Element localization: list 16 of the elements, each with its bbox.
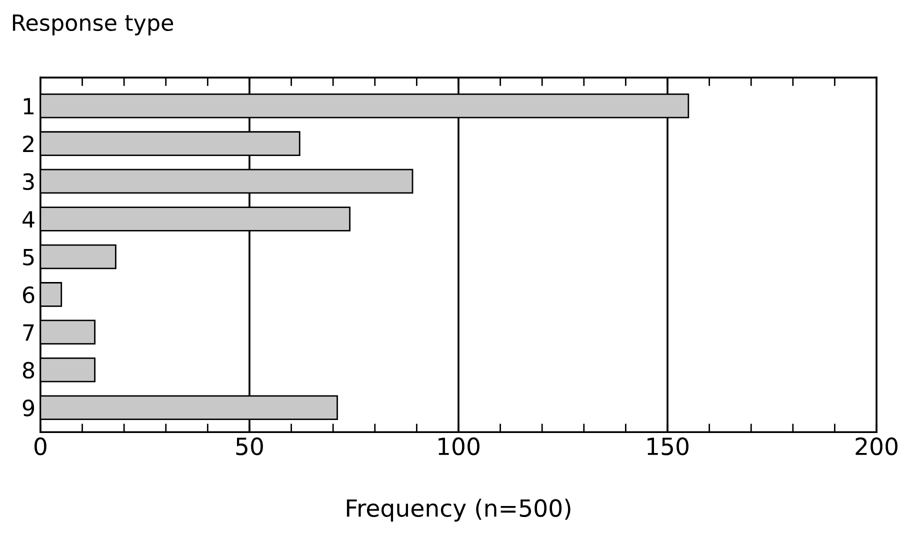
y-tick-label: 8 (22, 362, 34, 379)
y-tick-label: 2 (23, 136, 34, 152)
y-tick-label: 9 (22, 400, 34, 416)
y-tick-label: 3 (23, 173, 34, 190)
y-tick-label: 7 (23, 324, 34, 341)
x-tick-label: 50 (236, 437, 263, 456)
x-tick-label: 100 (438, 437, 480, 456)
x-axis-title: Frequency (n=500) (346, 498, 570, 522)
y-tick-label: 5 (23, 248, 34, 266)
y-tick-label: 1 (24, 98, 34, 114)
x-tick-label: 200 (856, 437, 898, 456)
x-tick-label: 0 (34, 437, 46, 456)
y-tick-label: 6 (23, 286, 34, 304)
y-tick-label: 4 (22, 211, 34, 228)
x-tick-label: 150 (648, 437, 688, 456)
y-axis-title: Response type (12, 14, 174, 36)
